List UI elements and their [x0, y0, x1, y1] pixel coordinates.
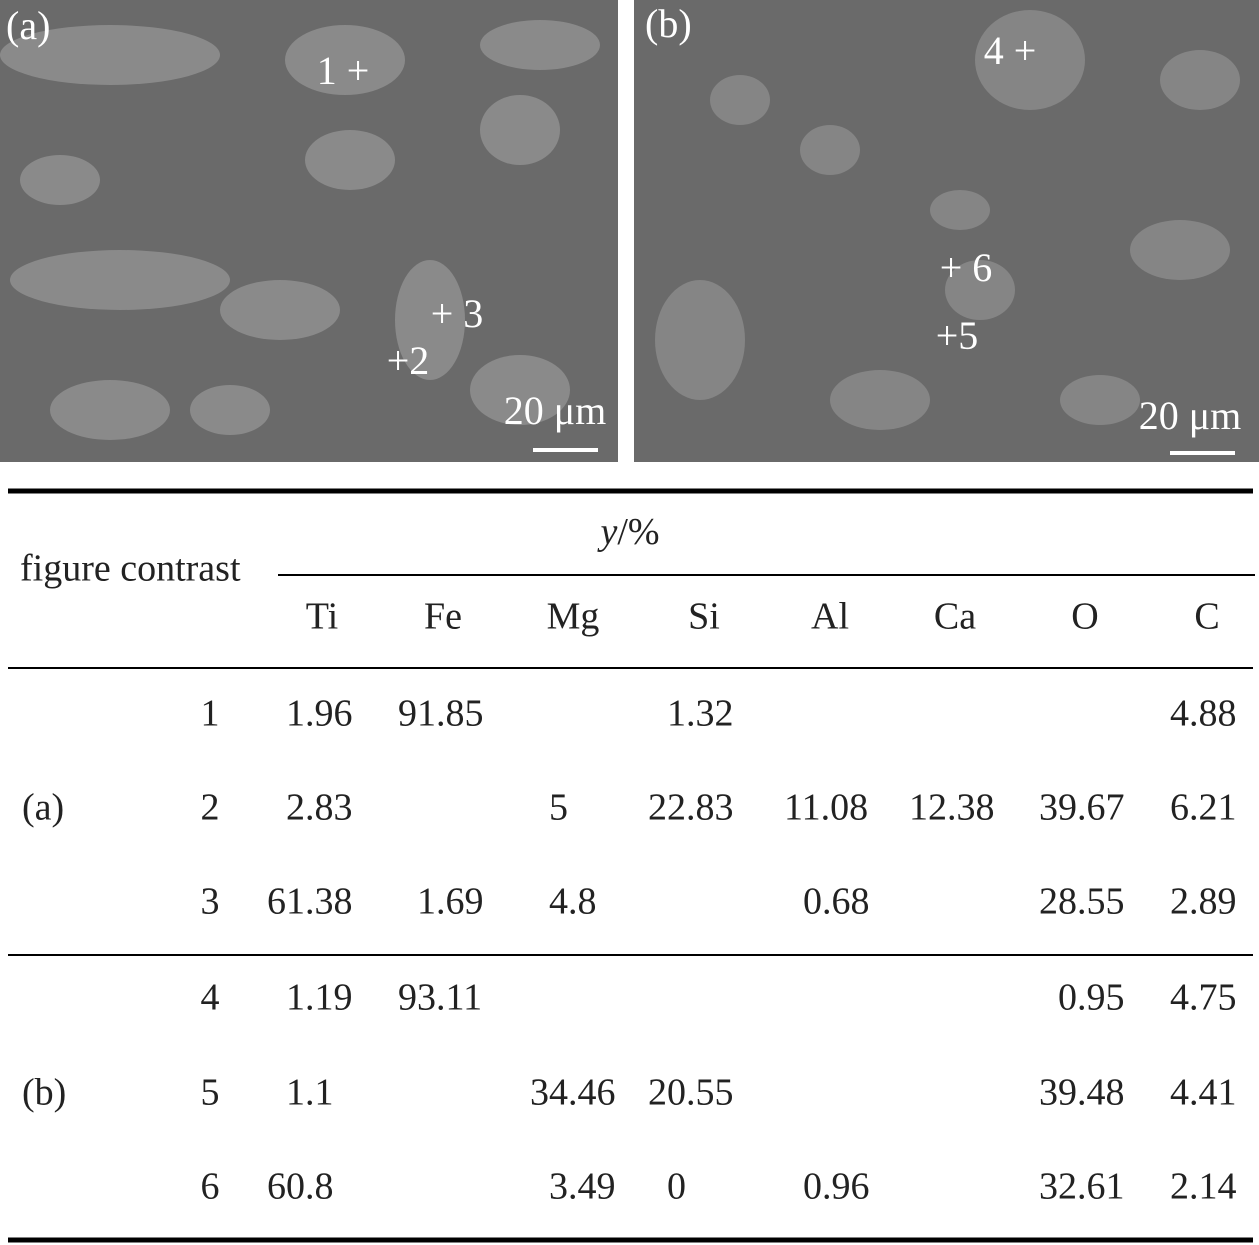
cell: 6.21 — [1170, 787, 1237, 829]
point-number: 4 — [201, 977, 220, 1019]
cell: 2.83 — [286, 787, 353, 829]
cell: 2.14 — [1170, 1166, 1237, 1208]
cell: 2.89 — [1170, 881, 1237, 923]
point-number: 1 — [201, 693, 220, 735]
column-header: Al — [811, 596, 849, 638]
cell: 61.38 — [267, 881, 353, 923]
point-number: 6 — [201, 1166, 220, 1208]
sem-image-a — [0, 0, 618, 462]
cell: 4.41 — [1170, 1072, 1237, 1114]
cell: 60.8 — [267, 1166, 334, 1208]
point-marker: 4 + — [984, 28, 1037, 73]
scale-bar-label: 20 μm — [1139, 393, 1242, 438]
cell: 0 — [667, 1166, 686, 1208]
panel-label: (a) — [6, 3, 50, 48]
column-header: Fe — [424, 596, 462, 638]
cell: 0.95 — [1058, 977, 1125, 1019]
scale-bar-label: 20 μm — [504, 388, 607, 433]
row-header: figure contrast — [20, 548, 241, 590]
cell: 20.55 — [648, 1072, 734, 1114]
cell: 3.49 — [549, 1166, 616, 1208]
cell: 39.48 — [1039, 1072, 1125, 1114]
unit: /% — [617, 511, 659, 553]
cell: 1.1 — [286, 1072, 334, 1114]
sem-image-b — [634, 0, 1259, 462]
cell: 39.67 — [1039, 787, 1125, 829]
point-number: 2 — [201, 787, 220, 829]
point-marker: +5 — [936, 313, 979, 358]
cell: 4.75 — [1170, 977, 1237, 1019]
point-number: 3 — [201, 881, 220, 923]
cell: 32.61 — [1039, 1166, 1125, 1208]
group-label: (a) — [22, 787, 64, 829]
cell: 34.46 — [530, 1072, 616, 1114]
cell: 1.96 — [286, 693, 353, 735]
cell: 0.68 — [803, 881, 870, 923]
panel-label: (b) — [645, 1, 692, 46]
cell: 1.69 — [417, 881, 484, 923]
cell: 28.55 — [1039, 881, 1125, 923]
group-label: (b) — [22, 1072, 66, 1114]
column-header: C — [1194, 596, 1219, 638]
cell: 22.83 — [648, 787, 734, 829]
cell: 1.32 — [667, 693, 734, 735]
column-header: Si — [688, 596, 720, 638]
unit-header: y/% — [596, 511, 659, 553]
cell: 93.11 — [398, 977, 482, 1019]
point-marker: 1 + — [317, 48, 370, 93]
cell: 91.85 — [398, 693, 484, 735]
column-header: Ca — [934, 596, 976, 638]
unit-symbol: y — [596, 511, 617, 553]
cell: 1.19 — [286, 977, 353, 1019]
point-marker: +2 — [387, 338, 430, 383]
cell: 4.88 — [1170, 693, 1237, 735]
column-header: Ti — [306, 596, 338, 638]
column-header: Mg — [547, 596, 600, 638]
point-marker: + 3 — [431, 291, 484, 336]
cell: 5 — [549, 787, 568, 829]
cell: 4.8 — [549, 881, 597, 923]
cell: 12.38 — [909, 787, 995, 829]
cell: 11.08 — [784, 787, 868, 829]
column-header: O — [1071, 596, 1098, 638]
point-number: 5 — [201, 1072, 220, 1114]
cell: 0.96 — [803, 1166, 870, 1208]
point-marker: + 6 — [940, 245, 993, 290]
